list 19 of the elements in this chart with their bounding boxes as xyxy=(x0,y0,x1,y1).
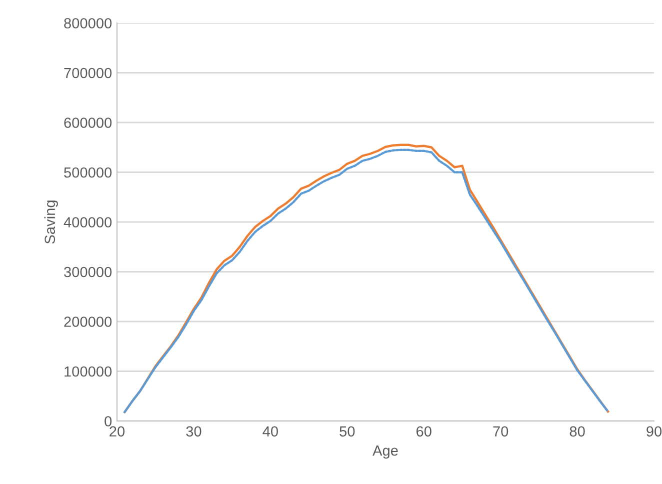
x-tick-label: 70 xyxy=(493,426,508,437)
y-axis-title: Saving xyxy=(44,200,58,244)
x-tick-label: 20 xyxy=(110,426,125,437)
y-tick-label: 600000 xyxy=(64,118,112,128)
y-tick-label: 700000 xyxy=(64,68,112,78)
y-tick-label: 0 xyxy=(104,416,112,426)
x-tick-label: 30 xyxy=(186,426,202,437)
y-tick-label: 800000 xyxy=(64,18,112,28)
x-tick-label: 90 xyxy=(646,426,662,437)
y-tick-label: 500000 xyxy=(64,167,112,178)
x-axis-title: Age xyxy=(372,446,398,459)
x-tick-label: 50 xyxy=(340,426,355,437)
y-tick-label: 200000 xyxy=(64,316,112,327)
x-tick-label: 60 xyxy=(416,426,432,437)
x-tick-label: 40 xyxy=(262,426,278,437)
x-tick-label: 80 xyxy=(570,426,585,437)
y-tick-label: 400000 xyxy=(64,217,112,228)
y-tick-label: 300000 xyxy=(64,266,112,278)
y-tick-label: 100000 xyxy=(64,366,112,377)
